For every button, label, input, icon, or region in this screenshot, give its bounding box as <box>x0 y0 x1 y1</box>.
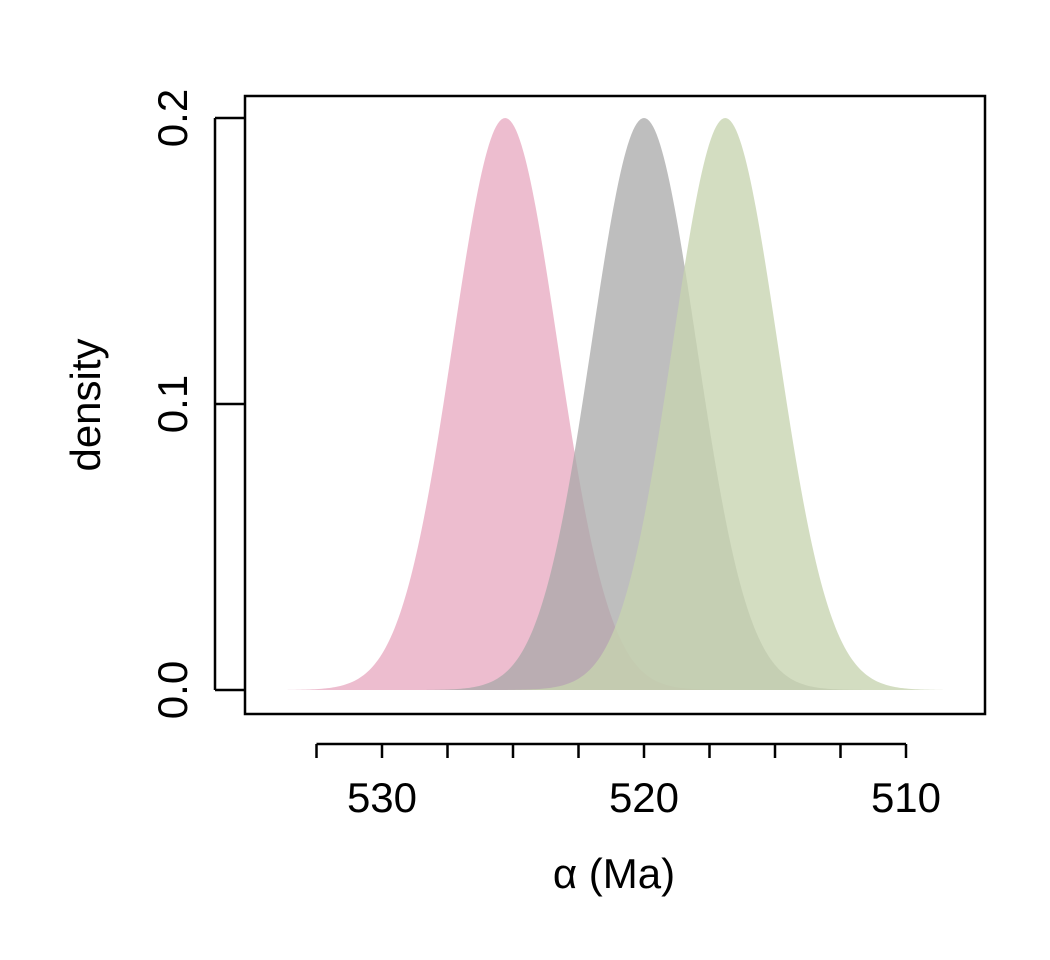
y-tick-label-0.2: 0.2 <box>149 89 196 147</box>
y-tick-label-0.0: 0.0 <box>149 661 196 719</box>
x-tick-label-530: 530 <box>347 774 417 821</box>
density-curves <box>287 118 943 690</box>
x-axis-title: α (Ma) <box>553 850 675 897</box>
y-axis: 0.0 0.1 0.2 <box>149 89 245 719</box>
density-curve-1 <box>287 118 723 690</box>
density-curve-2 <box>426 118 862 690</box>
x-tick-label-510: 510 <box>871 774 941 821</box>
x-tick-label-520: 520 <box>609 774 679 821</box>
y-axis-title: density <box>62 338 109 471</box>
x-axis: 530 520 510 <box>315 742 941 821</box>
y-tick-label-0.1: 0.1 <box>149 375 196 433</box>
density-curve-3 <box>507 118 943 690</box>
